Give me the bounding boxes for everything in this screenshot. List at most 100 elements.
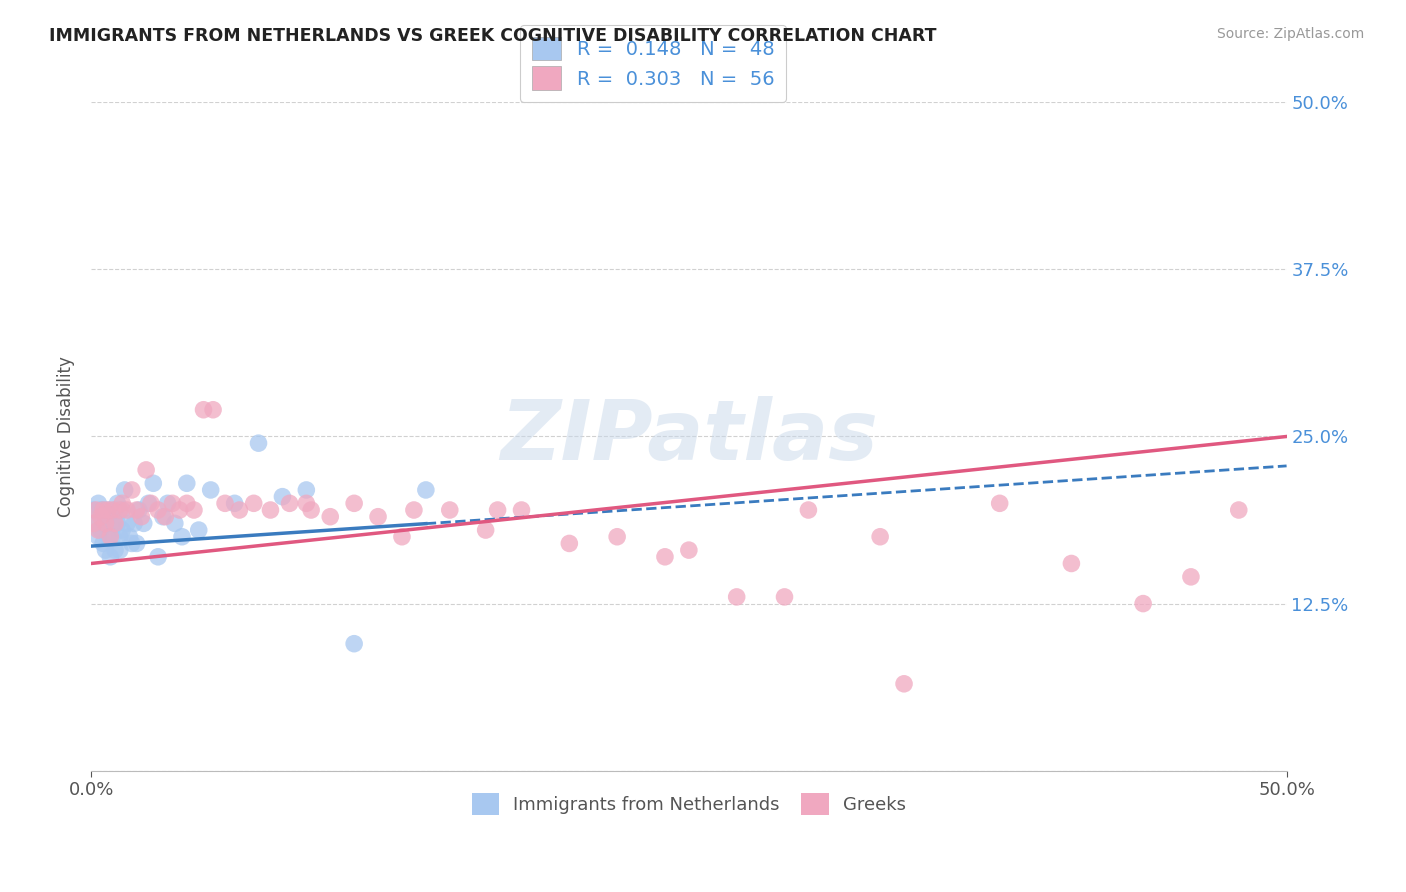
Point	[176, 476, 198, 491]
Point	[90, 503, 112, 517]
Point	[107, 496, 129, 510]
Point	[259, 503, 281, 517]
Point	[299, 503, 322, 517]
Point	[128, 503, 150, 517]
Point	[125, 536, 148, 550]
Point	[162, 496, 184, 510]
Point	[295, 496, 318, 510]
Point	[893, 677, 915, 691]
Point	[367, 509, 389, 524]
Point	[1132, 597, 1154, 611]
Point	[111, 503, 134, 517]
Point	[200, 483, 222, 497]
Point	[1180, 570, 1202, 584]
Point	[343, 496, 366, 510]
Point	[295, 483, 318, 497]
Point	[187, 523, 209, 537]
Point	[108, 503, 131, 517]
Point	[439, 503, 461, 517]
Point	[142, 476, 165, 491]
Point	[773, 590, 796, 604]
Point	[558, 536, 581, 550]
Point	[83, 503, 105, 517]
Point	[169, 503, 191, 517]
Point	[869, 530, 891, 544]
Point	[139, 496, 162, 510]
Point	[163, 516, 186, 531]
Point	[391, 530, 413, 544]
Point	[87, 496, 110, 510]
Point	[678, 543, 700, 558]
Point	[115, 516, 138, 531]
Point	[125, 503, 148, 517]
Point	[132, 516, 155, 531]
Point	[131, 509, 153, 524]
Point	[278, 496, 301, 510]
Point	[214, 496, 236, 510]
Point	[1060, 557, 1083, 571]
Point	[91, 503, 114, 517]
Point	[170, 530, 193, 544]
Point	[104, 516, 127, 531]
Point	[115, 503, 138, 517]
Point	[228, 503, 250, 517]
Point	[90, 523, 112, 537]
Point	[402, 503, 425, 517]
Point	[156, 496, 179, 510]
Point	[319, 509, 342, 524]
Point	[84, 503, 107, 517]
Point	[111, 496, 134, 510]
Text: IMMIGRANTS FROM NETHERLANDS VS GREEK COGNITIVE DISABILITY CORRELATION CHART: IMMIGRANTS FROM NETHERLANDS VS GREEK COG…	[49, 27, 936, 45]
Point	[176, 496, 198, 510]
Point	[1227, 503, 1250, 517]
Point	[486, 503, 509, 517]
Point	[606, 530, 628, 544]
Point	[84, 516, 107, 531]
Point	[101, 503, 124, 517]
Point	[94, 516, 117, 531]
Point	[98, 549, 121, 564]
Point	[94, 543, 117, 558]
Point	[183, 503, 205, 517]
Point	[224, 496, 246, 510]
Point	[111, 523, 134, 537]
Point	[121, 536, 143, 550]
Point	[98, 530, 121, 544]
Point	[83, 516, 105, 531]
Point	[87, 530, 110, 544]
Point	[108, 530, 131, 544]
Point	[98, 509, 121, 524]
Point	[242, 496, 264, 510]
Text: ZIPatlas: ZIPatlas	[501, 396, 877, 477]
Y-axis label: Cognitive Disability: Cognitive Disability	[58, 356, 75, 517]
Point	[87, 523, 110, 537]
Point	[94, 516, 117, 531]
Legend: Immigrants from Netherlands, Greeks: Immigrants from Netherlands, Greeks	[464, 785, 914, 822]
Point	[101, 516, 124, 531]
Point	[91, 536, 114, 550]
Point	[101, 530, 124, 544]
Point	[121, 483, 143, 497]
Point	[138, 496, 160, 510]
Point	[107, 516, 129, 531]
Point	[91, 503, 114, 517]
Point	[104, 503, 127, 517]
Point	[271, 490, 294, 504]
Point	[415, 483, 437, 497]
Point	[202, 402, 225, 417]
Point	[146, 503, 169, 517]
Point	[146, 549, 169, 564]
Point	[654, 549, 676, 564]
Point	[97, 503, 120, 517]
Point	[104, 543, 127, 558]
Point	[797, 503, 820, 517]
Point	[90, 509, 112, 524]
Point	[988, 496, 1011, 510]
Point	[97, 530, 120, 544]
Point	[122, 516, 145, 531]
Point	[135, 463, 157, 477]
Point	[474, 523, 496, 537]
Point	[118, 530, 141, 544]
Point	[152, 509, 174, 524]
Text: Source: ZipAtlas.com: Source: ZipAtlas.com	[1216, 27, 1364, 41]
